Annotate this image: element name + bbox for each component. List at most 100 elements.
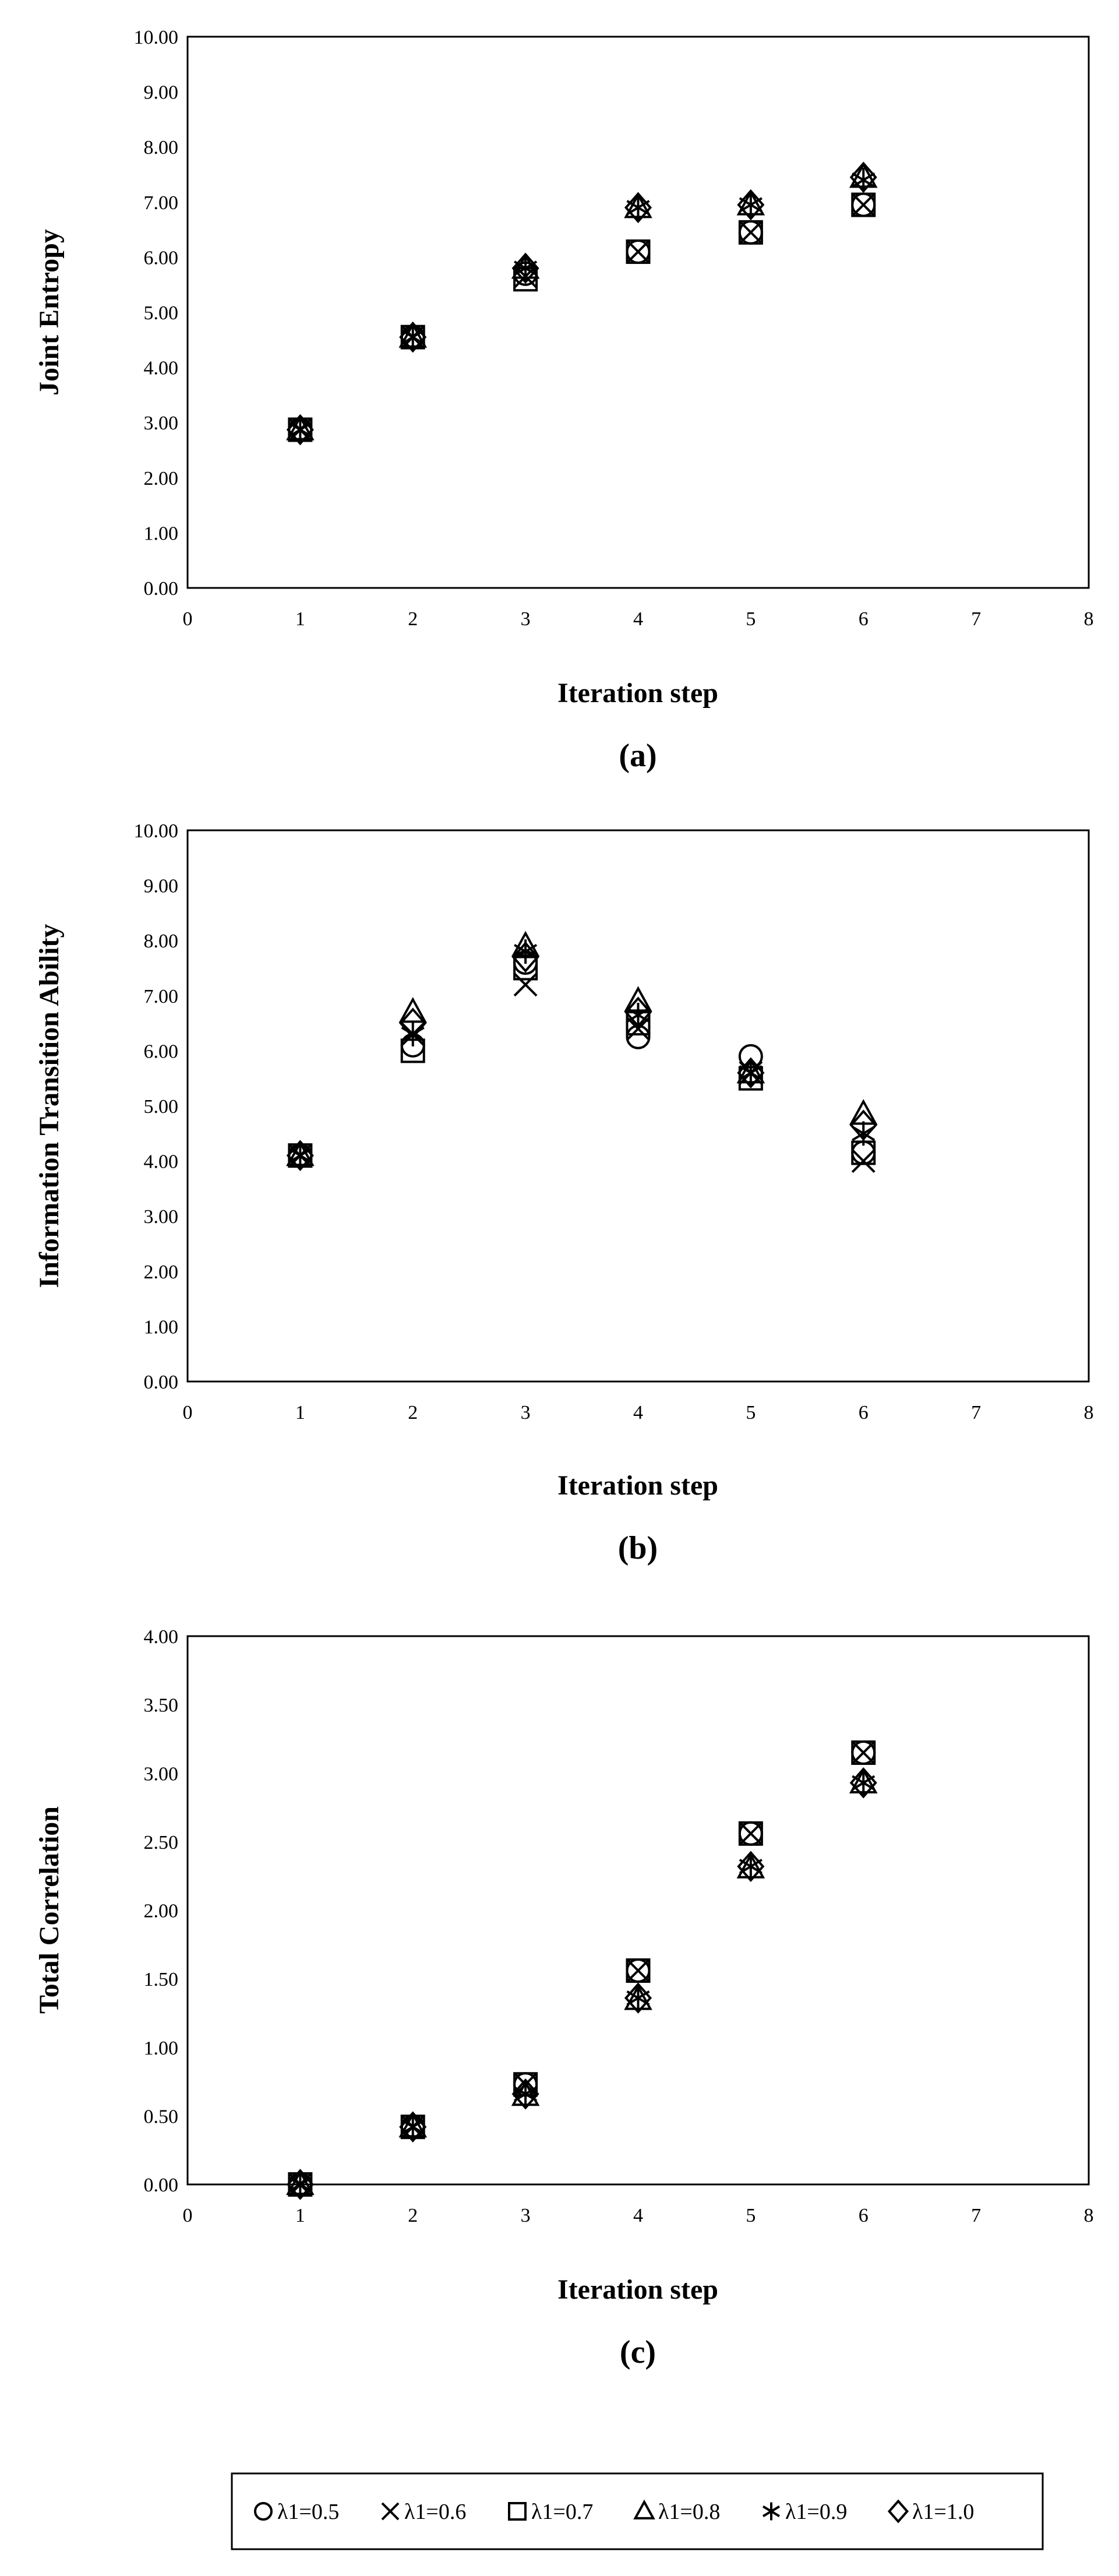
plot-frame	[186, 1635, 1090, 2186]
y-tick-label: 4.00	[144, 358, 179, 379]
y-tick-label: 0.50	[144, 2106, 179, 2127]
plot-frame	[186, 36, 1090, 589]
data-point-square-marker	[626, 239, 651, 264]
x-tick-label: 8	[1084, 608, 1094, 630]
data-point-x-marker	[851, 1149, 876, 1174]
y-tick-label: 9.00	[144, 82, 179, 104]
y-tick-label: 0.00	[144, 1372, 179, 1393]
data-points	[286, 161, 878, 446]
x-tick-label: 1	[295, 2205, 305, 2226]
legend-label: λ1=0.5	[277, 2500, 339, 2524]
x-tick-label: 2	[408, 608, 418, 630]
x-tick-label: 7	[971, 2205, 981, 2226]
data-point-x-marker	[739, 220, 763, 245]
circle-icon	[254, 2502, 273, 2521]
y-axis-title: Information Transition Ability	[34, 924, 65, 1288]
x-tick-label: 3	[521, 2205, 531, 2226]
x-tick-label: 7	[971, 1402, 981, 1423]
legend-box	[231, 2472, 1044, 2550]
asterisk-icon	[762, 2502, 781, 2521]
y-tick-label: 4.00	[144, 1151, 179, 1173]
x-tick-label: 1	[295, 1402, 305, 1423]
y-tick-label: 2.50	[144, 1832, 179, 1853]
y-tick-label: 1.00	[144, 1316, 179, 1338]
y-tick-label: 3.00	[144, 413, 179, 434]
data-point-diamond-marker	[849, 161, 877, 193]
x-tick-label: 0	[183, 2205, 193, 2226]
y-tick-label: 4.00	[144, 1626, 179, 1648]
data-point-square-marker	[851, 192, 876, 217]
x-tick-label: 6	[859, 1402, 869, 1423]
x-tick-label: 1	[295, 608, 305, 630]
data-point-diamond-marker	[624, 1982, 652, 2014]
legend-label: λ1=0.9	[785, 2500, 847, 2524]
y-tick-label: 3.00	[144, 1763, 179, 1785]
y-axis-title: Joint Entropy	[34, 229, 65, 396]
data-point-diamond-marker	[511, 2078, 539, 2110]
data-points	[286, 1740, 878, 2200]
x-icon	[381, 2502, 400, 2521]
data-point-diamond-marker	[624, 996, 652, 1028]
x-tick-label: 5	[746, 608, 756, 630]
y-tick-label: 1.50	[144, 1969, 179, 1990]
data-point-x-marker	[626, 1017, 650, 1041]
y-tick-label: 2.00	[144, 468, 179, 489]
legend-entry: λ1=0.6	[381, 2500, 466, 2524]
y-tick-label: 2.00	[144, 1261, 179, 1283]
y-tick-label: 6.00	[144, 1041, 179, 1062]
y-tick-label: 5.00	[144, 302, 179, 324]
legend-entry: λ1=1.0	[887, 2499, 974, 2524]
data-point-diamond-marker	[399, 2111, 427, 2142]
legend-entry: λ1=0.5	[254, 2500, 339, 2524]
diamond-icon	[887, 2499, 909, 2524]
data-point-diamond-marker	[286, 2169, 314, 2200]
x-tick-label: 6	[859, 608, 869, 630]
x-tick-label: 8	[1084, 2205, 1094, 2226]
x-tick-labels: 0 1 2 3 4 5 6 7 8	[183, 2205, 1094, 2226]
data-point-triangle-marker	[398, 997, 428, 1023]
y-tick-label: 10.00	[134, 820, 179, 842]
y-tick-label: 3.00	[144, 1206, 179, 1228]
x-tick-label: 3	[521, 608, 531, 630]
panel-c-total-correlation: 0.00 0.50 1.00 1.50 2.00 2.50 3.00 3.50 4.00 0 1 2…	[34, 1626, 1094, 2370]
data-point-x-marker	[851, 193, 876, 217]
data-point-square-marker	[851, 1740, 876, 1765]
data-point-diamond-marker	[624, 192, 652, 224]
data-point-x-marker	[739, 1821, 763, 1846]
y-tick-label: 7.00	[144, 986, 179, 1007]
triangle-icon	[633, 2499, 655, 2519]
data-point-square-marker	[738, 220, 763, 245]
y-tick-label: 1.00	[144, 523, 179, 544]
x-axis-title: Iteration step	[557, 2274, 718, 2305]
x-tick-label: 3	[521, 1402, 531, 1423]
panel-a-joint-entropy: 0.00 1.00 2.00 3.00 4.00 5.00 6.00 7.00 8.00 9.00…	[34, 27, 1094, 774]
panel-b-information-transition-ability: 0.00 1.00 2.00 3.00 4.00 5.00 6.00 7.00 8.00 9.00…	[34, 820, 1094, 1566]
data-point-x-marker	[851, 1740, 876, 1765]
series-6	[286, 941, 877, 1171]
legend-label: λ1=0.8	[658, 2500, 720, 2524]
x-axis-title: Iteration step	[557, 1470, 718, 1501]
data-point-x-marker	[513, 972, 538, 997]
y-tick-labels: 0.00 1.00 2.00 3.00 4.00 5.00 6.00 7.00 8.00 9.00…	[134, 820, 179, 1393]
x-tick-label: 0	[183, 1402, 193, 1423]
data-point-diamond-marker	[399, 321, 427, 353]
y-tick-label: 5.00	[144, 1096, 179, 1118]
data-point-diamond-marker	[849, 1767, 877, 1799]
legend-entry: λ1=0.7	[508, 2500, 593, 2524]
x-tick-label: 5	[746, 2205, 756, 2226]
y-tick-label: 0.00	[144, 578, 179, 600]
series-6	[286, 161, 877, 446]
x-axis-title: Iteration step	[557, 678, 718, 709]
data-points	[286, 931, 878, 1174]
legend: λ1=0.5 λ1=0.6 λ1=0.7 λ1=0.8 λ1=0.9 λ1=1.0	[231, 2472, 1044, 2550]
x-tick-label: 2	[408, 2205, 418, 2226]
series-6	[286, 1767, 877, 2200]
x-tick-label: 6	[859, 2205, 869, 2226]
panel-label: (c)	[620, 2334, 656, 2370]
y-tick-label: 0.00	[144, 2175, 179, 2196]
y-tick-label: 2.00	[144, 1901, 179, 1922]
data-point-diamond-marker	[737, 1057, 765, 1089]
x-tick-label: 0	[183, 608, 193, 630]
data-point-diamond-marker	[511, 252, 539, 284]
x-tick-label: 4	[633, 608, 643, 630]
